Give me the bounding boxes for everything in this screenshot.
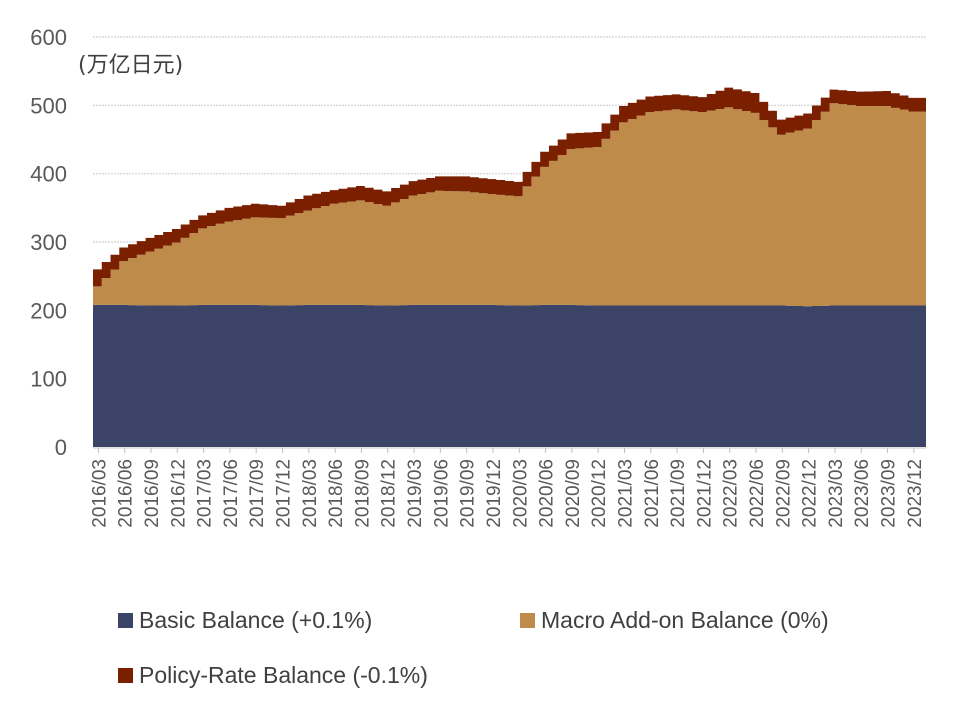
y-tick-label: 300 [30,230,67,255]
x-tick-label: 2018/06 [326,459,347,528]
x-tick-label: 2018/12 [379,459,400,528]
x-tick-label: 2017/03 [195,459,216,528]
y-tick-label: 0 [55,435,67,460]
x-tick-label: 2020/06 [537,459,558,528]
legend-item-macro: Macro Add-on Balance (0%) [520,607,829,634]
x-tick-label: 2019/09 [458,459,479,528]
x-tick-label: 2020/12 [589,459,610,528]
x-tick-label: 2016/09 [142,459,163,528]
x-axis: 2016/03 2016/06 2016/09 2016/12 2017/03 2017/… [89,447,926,528]
x-tick-label: 2020/03 [510,459,531,528]
legend-item-policy: Policy-Rate Balance (-0.1%) [118,662,428,689]
y-axis: 0 100 200 300 400 500 600 [30,25,67,460]
series-area-2 [93,87,926,287]
x-tick-label: 2019/03 [405,459,426,528]
x-tick-label: 2022/03 [721,459,742,528]
x-tick-label: 2023/12 [905,459,926,528]
x-tick-label: 2018/03 [300,459,321,528]
x-tick-label: 2017/06 [221,459,242,528]
y-tick-label: 100 [30,367,67,392]
legend-swatch-macro [520,613,535,628]
plot-area [93,87,926,447]
y-tick-label: 400 [30,162,67,187]
legend-swatch-basic [118,613,133,628]
x-tick-label: 2023/03 [826,459,847,528]
x-tick-label: 2022/06 [747,459,768,528]
legend-label: Macro Add-on Balance (0%) [541,607,829,633]
series-area-1 [93,103,926,307]
x-tick-label: 2021/06 [642,459,663,528]
x-tick-label: 2022/09 [773,459,794,528]
x-tick-label: 2022/12 [800,459,821,528]
unit-label: (万亿日元) [78,53,183,78]
x-tick-label: 2021/03 [615,459,636,528]
x-tick-label: 2019/06 [431,459,452,528]
stacked-area-chart: 0 100 200 300 400 500 600 2016/03 2016/06 2016/0… [30,25,926,528]
x-tick-label: 2020/09 [563,459,584,528]
y-tick-label: 500 [30,93,67,118]
x-tick-label: 2021/12 [694,459,715,528]
x-tick-label: 2016/06 [116,459,137,528]
x-tick-label: 2016/12 [168,459,189,528]
x-tick-label: 2021/09 [668,459,689,528]
legend-label: Policy-Rate Balance (-0.1%) [139,662,428,688]
legend-swatch-policy [118,668,133,683]
x-tick-label: 2018/09 [352,459,373,528]
x-tick-label: 2023/09 [879,459,900,528]
x-tick-label: 2023/06 [852,459,873,528]
x-tick-label: 2017/09 [247,459,268,528]
y-tick-label: 600 [30,25,67,50]
y-tick-label: 200 [30,298,67,323]
x-tick-label: 2019/12 [484,459,505,528]
x-tick-label: 2017/12 [274,459,295,528]
series-area-0 [93,304,926,447]
x-tick-label: 2016/03 [89,459,110,528]
legend-label: Basic Balance (+0.1%) [139,607,373,633]
legend-item-basic: Basic Balance (+0.1%) [118,607,372,634]
